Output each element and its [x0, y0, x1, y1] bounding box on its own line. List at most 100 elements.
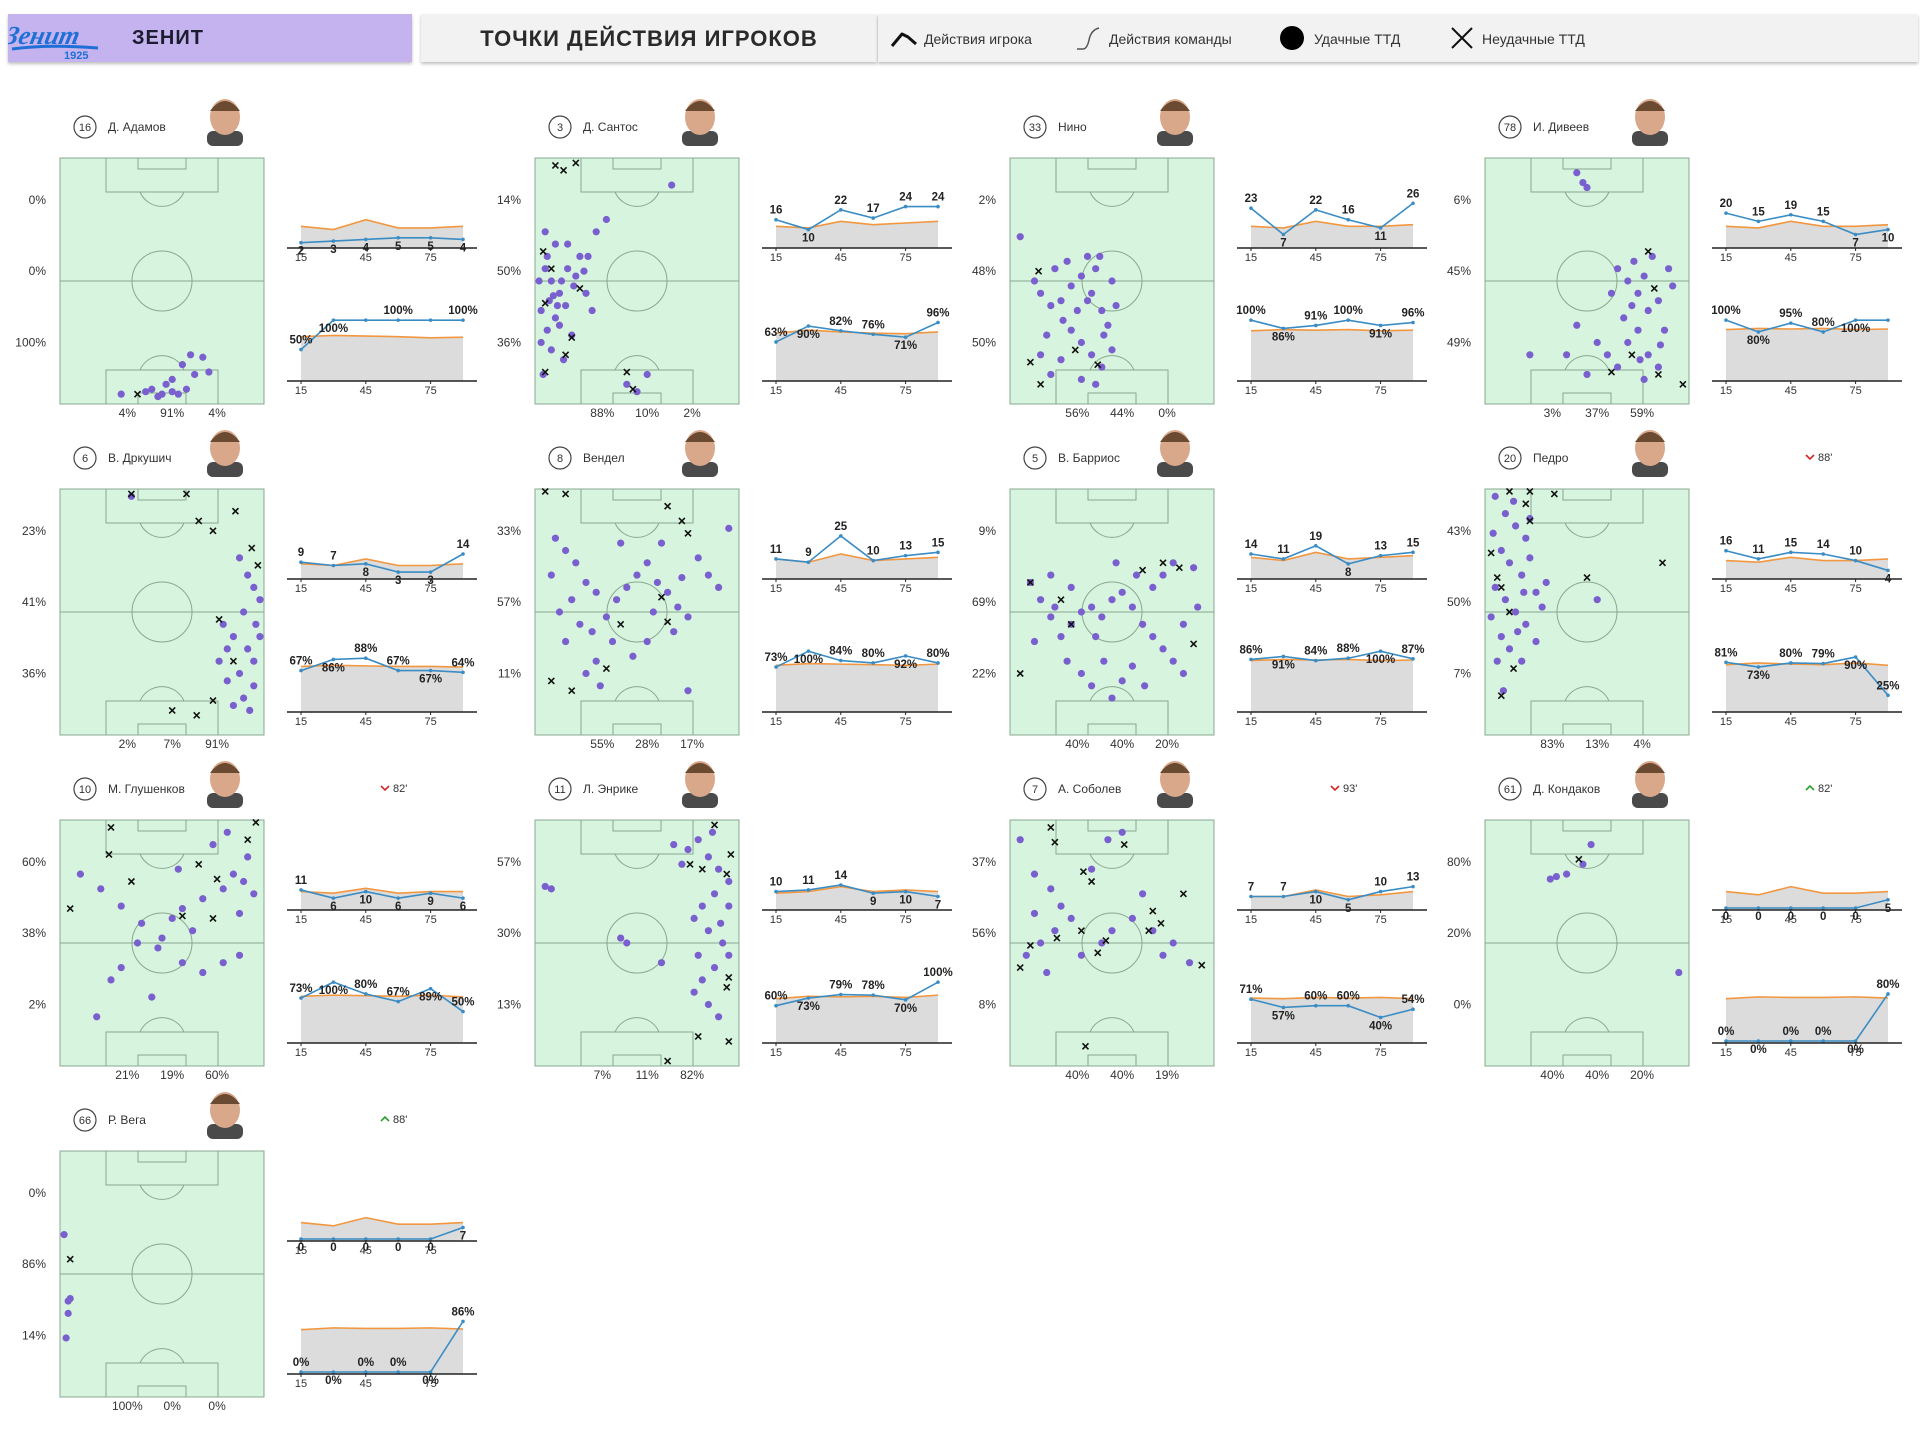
- action-dot: [684, 687, 692, 695]
- player-point: [936, 980, 940, 984]
- miss-cross: [559, 166, 568, 174]
- miss-cross: [539, 247, 547, 256]
- player-point: [1853, 232, 1858, 237]
- action-dot: [715, 1013, 723, 1021]
- logo-year: 1925: [64, 50, 88, 60]
- action-dot: [178, 361, 186, 369]
- action-dot: [158, 934, 166, 942]
- action-dot: [541, 228, 549, 236]
- x-tick-label: 45: [1310, 914, 1322, 926]
- action-dot: [209, 841, 217, 849]
- action-dot: [623, 939, 631, 947]
- photo-shoulders: [682, 793, 718, 808]
- player-name: Педро: [1533, 451, 1569, 465]
- player-point: [1886, 897, 1890, 902]
- action-dot: [668, 181, 676, 189]
- lane-pct-label: 19%: [1155, 1068, 1179, 1082]
- player-point: [1346, 897, 1350, 902]
- player-line: [775, 884, 939, 898]
- team-line: [775, 662, 939, 667]
- miss-cross: [1094, 361, 1102, 369]
- action-dot: [1614, 363, 1622, 371]
- photo-hair: [1160, 432, 1190, 442]
- player-point: [364, 992, 368, 996]
- action-count-label: 9: [805, 547, 811, 559]
- player-line: [1725, 549, 1889, 572]
- action-dot: [1057, 297, 1065, 305]
- action-dot: [1016, 233, 1024, 241]
- x-tick-label: 15: [1720, 252, 1732, 264]
- player-point: [396, 1237, 401, 1241]
- penalty-arc-top: [1089, 522, 1135, 538]
- player-card: 6 В. Дркушич 23% 41% 36% 2% 7% 91% 15 45 75 9 7 8 3 3 14…: [22, 430, 477, 751]
- action-count-label: 9: [870, 896, 876, 908]
- success-pct-label: 84%: [829, 646, 852, 658]
- success-pct-label: 88%: [354, 643, 377, 655]
- player-line: [300, 319, 463, 351]
- miss-cross: [254, 561, 262, 569]
- player-line: [775, 205, 938, 231]
- action-dot: [127, 492, 135, 500]
- player-point: [1346, 656, 1350, 661]
- miss-cross: [1026, 941, 1034, 950]
- miss-cross: [1526, 517, 1534, 525]
- action-dot: [1640, 375, 1648, 383]
- legend-label: Действия команды: [1109, 31, 1232, 47]
- action-dot: [1628, 302, 1636, 310]
- lane-pct-label: 44%: [1110, 406, 1134, 420]
- player-point: [428, 1237, 433, 1241]
- action-dot: [246, 706, 254, 715]
- miss-cross: [1026, 578, 1034, 587]
- goal-area-bottom: [612, 723, 662, 736]
- photo-shoulders: [1632, 131, 1668, 146]
- zone-pct-label: 2%: [979, 193, 997, 207]
- action-dot: [64, 1309, 72, 1317]
- action-dot: [1499, 687, 1507, 695]
- player-point: [936, 320, 940, 325]
- success-pct-label: 70%: [894, 1003, 917, 1015]
- action-dot: [535, 277, 543, 285]
- team-line: [300, 218, 464, 231]
- x-tick-label: 45: [1785, 914, 1797, 926]
- penalty-arc-top: [614, 191, 660, 207]
- action-dot: [60, 1231, 68, 1239]
- success-pct-label: 67%: [387, 656, 410, 668]
- x-tick-label: 45: [835, 583, 847, 595]
- action-dot: [643, 559, 651, 567]
- action-count-label: 16: [1342, 205, 1355, 217]
- center-circle: [1081, 912, 1143, 974]
- miss-cross: [1081, 1042, 1090, 1050]
- player-point: [331, 1237, 336, 1241]
- action-dot: [670, 841, 678, 849]
- x-tick-label: 15: [770, 252, 782, 264]
- action-dot: [564, 265, 572, 273]
- success-pct-label: 73%: [797, 1001, 820, 1013]
- zone-pct-label: 0%: [29, 264, 47, 278]
- player-point: [299, 240, 303, 245]
- action-dot: [547, 571, 555, 579]
- success-pct-label: 80%: [926, 648, 949, 660]
- team-line: [1725, 327, 1889, 331]
- shirt-number: 11: [554, 784, 565, 796]
- team-area: [1251, 997, 1413, 1043]
- player-point: [1411, 201, 1415, 206]
- player-point: [806, 560, 811, 565]
- action-dot: [1194, 603, 1202, 611]
- action-dot: [1532, 588, 1540, 596]
- miss-cross: [1575, 855, 1583, 863]
- player-point: [903, 204, 908, 209]
- x-tick-label: 15: [295, 1378, 307, 1390]
- action-dot: [1593, 596, 1601, 604]
- action-dot: [694, 951, 702, 959]
- x-tick-label: 15: [770, 716, 782, 728]
- x-tick-label: 15: [295, 385, 307, 397]
- x-tick-label: 45: [1785, 1047, 1797, 1059]
- miss-cross: [1190, 640, 1198, 648]
- center-circle: [1081, 250, 1143, 312]
- miss-cross: [195, 517, 203, 525]
- success-pct-label: 71%: [894, 340, 917, 352]
- player-point: [396, 235, 401, 240]
- player-name: Д. Кондаков: [1533, 782, 1600, 796]
- action-dot: [1088, 682, 1096, 690]
